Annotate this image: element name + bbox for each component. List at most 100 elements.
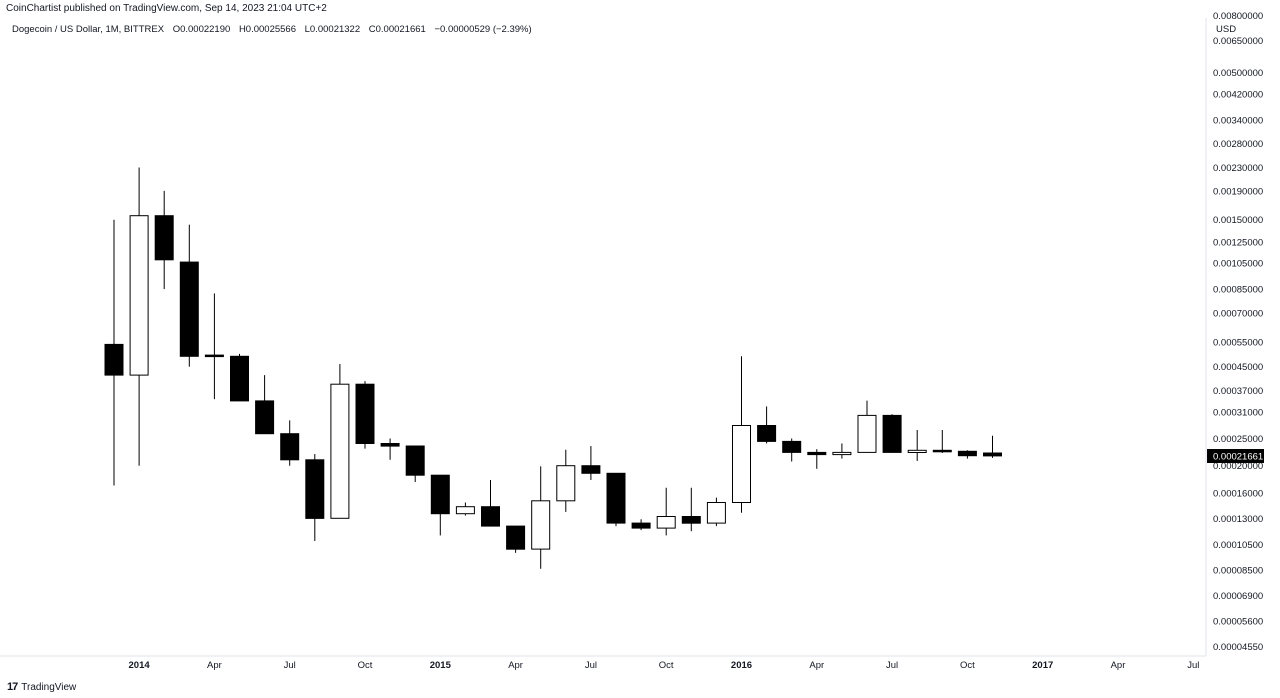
price-tick-label: 0.00150000: [1213, 215, 1263, 226]
candle-body-down: [280, 433, 300, 461]
candle-body-up: [907, 449, 927, 453]
candle-body-up: [832, 451, 852, 456]
candle-body-down: [606, 472, 626, 524]
candle: [857, 400, 877, 453]
publisher-line: CoinChartist published on TradingView.co…: [6, 3, 327, 14]
price-tick-label: 0.00008500: [1213, 566, 1263, 577]
candle-body-up: [129, 215, 149, 376]
candle-body-down: [807, 451, 827, 456]
time-tick-label: Oct: [358, 660, 373, 671]
legend-high: H0.00025566: [238, 24, 296, 35]
candle: [179, 224, 199, 367]
candle-body-down: [581, 465, 601, 474]
legend-symbol: Dogecoin / US Dollar, 1M, BITTREX: [12, 24, 165, 35]
candle: [907, 429, 927, 461]
time-tick-label: Apr: [508, 660, 523, 671]
candle-body-down: [305, 459, 325, 519]
time-tick-label: 2015: [430, 660, 452, 671]
candle: [230, 353, 249, 402]
price-tick-label: 0.00125000: [1213, 238, 1263, 249]
footer-brand[interactable]: 17 TradingView: [7, 681, 76, 693]
price-tick-label: 0.00005600: [1213, 617, 1263, 628]
price-tick-label: 0.00230000: [1213, 163, 1263, 174]
candle: [807, 449, 827, 469]
candle: [405, 445, 425, 483]
candle: [430, 474, 450, 536]
legend-low: L0.00021322: [304, 24, 361, 35]
candle: [656, 487, 676, 536]
candle-body-down: [757, 425, 777, 442]
price-tick-label: 0.00025000: [1213, 434, 1263, 445]
candle-body-down: [355, 383, 375, 445]
candle-body-down: [882, 414, 902, 453]
candle-body-down: [430, 474, 450, 515]
price-tick-label: 0.00055000: [1213, 338, 1263, 349]
last-price-badge: [1207, 449, 1264, 463]
candle-body-up: [656, 516, 676, 529]
candle-body-up: [556, 465, 576, 502]
candle: [932, 429, 952, 453]
price-axis[interactable]: 0.00800000 0.00650000 0.00500000 0.00420000…: [1213, 11, 1263, 653]
candle: [481, 479, 500, 527]
price-tick-label: 0.00280000: [1213, 139, 1263, 150]
price-tick-label: 0.00016000: [1213, 489, 1263, 500]
time-tick-label: 2014: [129, 660, 151, 671]
candle: [255, 375, 275, 435]
candle-body-down: [405, 445, 425, 476]
symbol-legend: Dogecoin / US Dollar, 1M, BITTREX O0.000…: [12, 24, 538, 35]
candle-body-down: [631, 522, 651, 529]
candle: [129, 167, 149, 466]
time-tick-label: 2017: [1032, 660, 1053, 671]
candle: [330, 364, 350, 519]
candle: [757, 406, 777, 444]
price-tick-label: 0.00105000: [1213, 259, 1263, 270]
legend-open: O0.00022190: [172, 24, 231, 35]
candle: [506, 525, 526, 553]
candle: [782, 438, 802, 462]
candle: [882, 414, 902, 453]
candle: [631, 519, 651, 531]
price-tick-label: 0.00010500: [1213, 540, 1263, 551]
candle: [983, 435, 1002, 458]
price-tick-label: 0.00800000: [1213, 11, 1263, 22]
candle: [606, 472, 626, 527]
time-tick-label: 2016: [731, 660, 752, 671]
price-tick-label: 0.00020000: [1213, 461, 1263, 472]
candle-body-down: [957, 450, 977, 457]
candle-body-down: [681, 516, 701, 524]
candle-body-down: [506, 525, 526, 550]
candle-body-down: [983, 452, 1002, 457]
candle: [355, 381, 375, 449]
candle: [556, 449, 576, 512]
candle-body-down: [380, 443, 400, 447]
candle: [681, 487, 701, 532]
candle-body-up: [531, 500, 551, 550]
candle-body-up: [732, 425, 751, 503]
legend-change: −0.00000529 (−2.39%): [434, 24, 532, 35]
price-tick-label: 0.00045000: [1213, 362, 1263, 373]
time-tick-label: Oct: [960, 660, 975, 671]
price-tick-label: 0.00420000: [1213, 90, 1263, 101]
time-tick-label: Jul: [585, 660, 597, 671]
candle-body-down: [481, 506, 500, 527]
price-tick-label: 0.00013000: [1213, 514, 1263, 525]
candle: [832, 443, 852, 459]
candle: [154, 190, 174, 290]
legend-close: C0.00021661: [368, 24, 426, 35]
footer-brand-name: TradingView: [21, 681, 77, 693]
candle-body-up: [455, 506, 475, 515]
candle-body-down: [154, 215, 174, 261]
candle-body-up: [857, 414, 877, 453]
candle-body-down: [932, 449, 952, 453]
price-tick-label: 0.00085000: [1213, 285, 1263, 296]
candle-body-up: [330, 383, 350, 519]
candle: [581, 446, 601, 480]
candle-body-down: [104, 343, 124, 376]
time-tick-label: Apr: [1111, 660, 1126, 671]
candle: [280, 420, 300, 466]
candles-group: [104, 167, 1002, 569]
candle: [204, 293, 224, 400]
time-tick-label: Jul: [284, 660, 296, 671]
time-axis[interactable]: 2014 Apr Jul Oct 2015 Apr Jul Oct 2016 Apr Jul Oct 2…: [129, 660, 1200, 671]
